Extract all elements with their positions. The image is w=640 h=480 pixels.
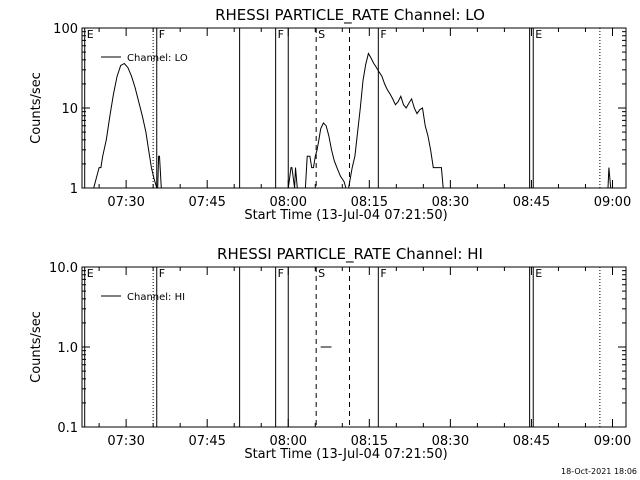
y-tick-label: 100	[53, 22, 78, 37]
x-tick-label: 09:00	[594, 195, 631, 210]
x-tick-label: 07:45	[188, 195, 225, 210]
panel-hi: RHESSI PARTICLE_RATE Channel: HI 0.1 1.0 10…	[29, 245, 631, 462]
x-axis-label: Start Time (13-Jul-04 07:21:50)	[244, 447, 447, 462]
annotation-flag: E	[535, 28, 542, 41]
series-line	[607, 167, 612, 189]
y-axis-label: Counts/sec	[29, 72, 44, 144]
x-tick-label: 08:15	[351, 434, 388, 449]
x-tick-label: 07:45	[188, 434, 225, 449]
series-line	[348, 52, 444, 189]
plot-frame	[81, 266, 627, 428]
x-tick-label: 08:45	[513, 434, 550, 449]
x-tick-label: 08:00	[270, 195, 307, 210]
series-line	[93, 62, 158, 189]
annotation-flag: F	[278, 28, 284, 41]
y-axis-label: Counts/sec	[29, 311, 44, 383]
x-tick-label: 08:30	[432, 195, 469, 210]
annotation-flag: F	[278, 267, 284, 280]
y-tick-label: 10.0	[49, 261, 78, 276]
series-line	[157, 155, 162, 189]
annotation-flag: F	[380, 267, 386, 280]
x-tick-label: 07:30	[107, 434, 144, 449]
y-tick-label: 10	[61, 102, 78, 117]
annotation-flag: E	[87, 267, 94, 280]
x-tick-label: 08:30	[432, 434, 469, 449]
plot-frame	[81, 27, 627, 189]
chart-title: RHESSI PARTICLE_RATE Channel: HI	[217, 245, 483, 264]
date-stamp: 18-Oct-2021 18:06	[561, 467, 637, 476]
annotation-flag: E	[535, 267, 542, 280]
x-tick-label: 08:45	[513, 195, 550, 210]
x-tick-label: 08:00	[270, 434, 307, 449]
legend-label: Channel: HI	[127, 292, 185, 303]
y-tick-label: 1.0	[57, 341, 78, 356]
x-axis-label: Start Time (13-Jul-04 07:21:50)	[244, 208, 447, 223]
x-tick-label: 09:00	[594, 434, 631, 449]
x-tick-label: 07:30	[107, 195, 144, 210]
chart-title: RHESSI PARTICLE_RATE Channel: LO	[215, 6, 485, 25]
annotation-flag: F	[159, 28, 165, 41]
annotation-flag: F	[159, 267, 165, 280]
series-line	[304, 122, 347, 189]
y-tick-label: 0.1	[57, 421, 78, 436]
panel-lo: RHESSI PARTICLE_RATE Channel: LO 1 10 100 Co…	[29, 6, 631, 223]
annotation-flag: E	[87, 28, 94, 41]
annotation-flag: S	[318, 267, 325, 280]
annotation-flag: S	[318, 28, 325, 41]
annotation-flag: F	[380, 28, 386, 41]
legend-label: Channel: LO	[127, 53, 188, 64]
y-tick-label: 1	[70, 182, 78, 197]
series-line	[287, 167, 298, 189]
x-tick-label: 08:15	[351, 195, 388, 210]
